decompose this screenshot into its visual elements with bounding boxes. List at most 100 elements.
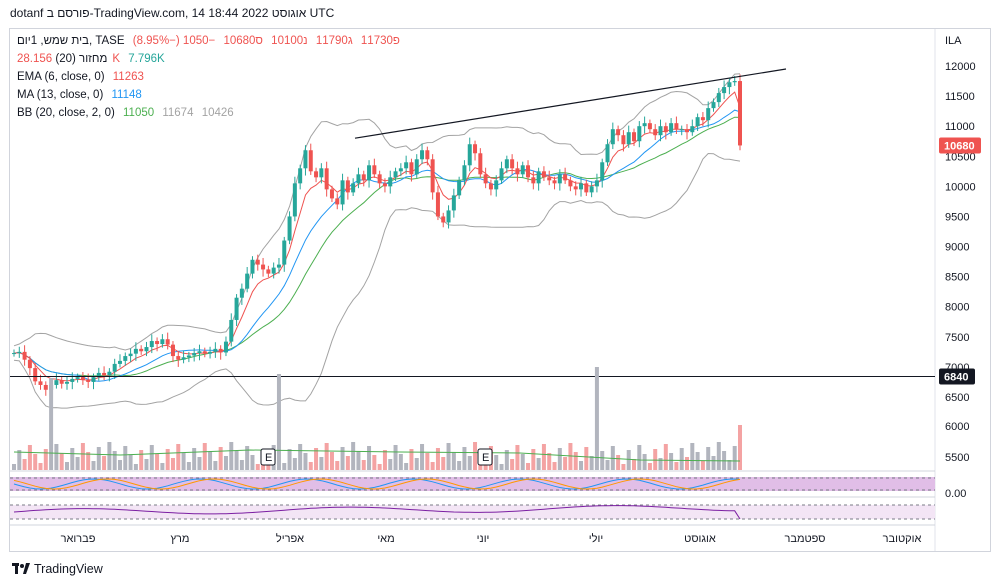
candle-body xyxy=(27,359,32,369)
candle-body xyxy=(314,171,319,178)
volume-bar xyxy=(96,447,101,470)
volume-bar xyxy=(552,462,557,470)
ema6-line xyxy=(13,91,741,382)
candle-body xyxy=(404,162,409,169)
osc-zero-label: 0.00 xyxy=(945,488,966,500)
volume-bar xyxy=(515,445,520,470)
legend-ma-value: 11148 xyxy=(111,89,142,101)
candle-body xyxy=(478,153,483,175)
earnings-marker-label: E xyxy=(265,452,272,464)
legend-volume-v1: 28.156K xyxy=(17,53,121,65)
candle-body xyxy=(658,126,663,136)
legend-main: בית שמש, 1יום, TASE פ11730 ג11790 נ10100… xyxy=(17,35,405,47)
legend-volume-label[interactable]: מחזור (20) xyxy=(55,53,108,65)
candle-body xyxy=(504,159,509,169)
legend-bb: BB (20, close, 2, 0) 11050 11674 10426 xyxy=(17,107,239,119)
y-tick-label: 10000 xyxy=(945,181,976,193)
volume-bar xyxy=(22,459,27,470)
candle-body xyxy=(144,347,149,352)
x-month-label: ספטמבר xyxy=(784,533,825,545)
candle-body xyxy=(642,123,647,127)
volume-bar xyxy=(86,452,91,470)
candle-body xyxy=(409,162,414,175)
volume-bar xyxy=(663,444,668,470)
legend-ema-label[interactable]: EMA (6, close, 0) xyxy=(17,71,105,83)
candle-body xyxy=(430,159,435,193)
candle-body xyxy=(112,363,117,372)
volume-bar xyxy=(160,463,165,470)
candle-body xyxy=(223,341,228,353)
candle-body xyxy=(356,174,361,184)
legend-ema-value: 11263 xyxy=(112,71,144,83)
volume-bar xyxy=(494,455,499,470)
volume-bar xyxy=(229,442,234,470)
volume-bar xyxy=(536,458,541,470)
legend-bb-lower: 10426 xyxy=(201,107,234,119)
x-month-label: מאי xyxy=(377,533,394,545)
volume-bar xyxy=(382,450,387,470)
candle-body xyxy=(107,371,112,376)
volume-bar xyxy=(12,464,16,470)
volume-bar xyxy=(367,446,372,470)
x-month-label: אפריל xyxy=(276,532,304,545)
support-price-tag xyxy=(939,368,975,385)
legend-volume: מחזור (20) 28.156K 7.796K xyxy=(17,53,170,65)
volume-bar xyxy=(155,454,160,470)
volume-bar xyxy=(298,444,303,470)
candle-body xyxy=(298,168,303,184)
candle-body xyxy=(494,180,499,190)
volume-bar xyxy=(446,443,451,470)
y-tick-label: 12000 xyxy=(945,61,976,73)
last-price-label: 10680 xyxy=(944,140,975,152)
legend-ma: MA (13, close, 0) 11148 xyxy=(17,89,147,101)
candle-body xyxy=(128,353,133,357)
volume-bar xyxy=(711,456,716,470)
legend-ma-label[interactable]: MA (13, close, 0) xyxy=(17,89,104,101)
candle-body xyxy=(451,195,456,211)
volume-bar xyxy=(409,449,414,470)
candle-body xyxy=(165,339,170,345)
candle-body xyxy=(361,174,366,181)
candle-body xyxy=(86,380,91,382)
candle-body xyxy=(398,168,403,172)
volume-bar xyxy=(319,457,324,470)
legend-symbol[interactable]: בית שמש, 1יום, TASE xyxy=(17,35,125,47)
candle-body xyxy=(520,165,525,175)
tradingview-logo[interactable]: TradingView xyxy=(12,562,103,576)
candle-body xyxy=(467,144,472,166)
y-tick-label: 9000 xyxy=(945,242,969,254)
volume-bar xyxy=(70,448,75,470)
y-tick-label: 11500 xyxy=(945,91,975,103)
volume-bar xyxy=(637,445,642,470)
volume-tick-label: 6000 xyxy=(945,421,969,433)
candle-body xyxy=(738,81,742,146)
candle-body xyxy=(441,216,446,223)
y-tick-label: 11000 xyxy=(945,121,975,133)
legend-bb-basis: 11050 xyxy=(123,107,155,119)
legend-change: −1050 (−8.95%) xyxy=(132,35,216,47)
volume-bar xyxy=(441,457,446,470)
candle-body xyxy=(393,171,398,178)
candle-body xyxy=(372,165,377,175)
volume-bar xyxy=(324,443,329,470)
support-price-label: 6840 xyxy=(944,372,968,384)
candle-body xyxy=(186,355,191,358)
trendline xyxy=(354,68,787,139)
volume-bar xyxy=(398,454,403,470)
candle-body xyxy=(690,126,695,133)
volume-bar xyxy=(165,449,170,470)
candle-body xyxy=(91,377,96,382)
candle-body xyxy=(632,132,637,142)
volume-bar xyxy=(351,442,356,470)
volume-bar xyxy=(239,460,244,470)
candle-body xyxy=(515,168,520,175)
axis-currency: ILA xyxy=(945,35,962,47)
candle-body xyxy=(176,356,181,360)
candle-body xyxy=(647,123,652,130)
legend-bb-label[interactable]: BB (20, close, 2, 0) xyxy=(17,107,115,119)
tradingview-brand: TradingView xyxy=(34,562,103,576)
volume-bar xyxy=(202,443,207,470)
volume-bar xyxy=(685,457,690,470)
candle-body xyxy=(685,129,690,133)
